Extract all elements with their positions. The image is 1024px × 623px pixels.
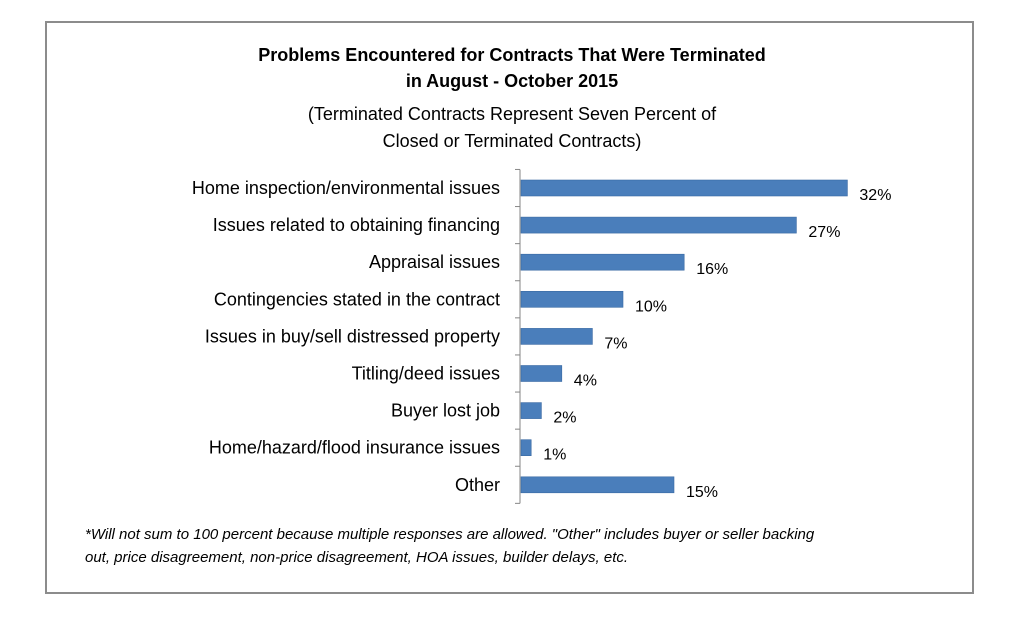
data-label: 7%: [604, 335, 627, 352]
category-label: Other: [455, 475, 500, 495]
data-label: 32%: [859, 187, 891, 204]
footnote: *Will not sum to 100 percent because mul…: [85, 526, 815, 543]
category-label: Appraisal issues: [369, 252, 500, 272]
bar: [520, 476, 675, 494]
category-label: Issues related to obtaining financing: [213, 215, 500, 235]
category-label: Buyer lost job: [391, 401, 500, 421]
category-label: Home inspection/environmental issues: [192, 178, 500, 198]
chart-title: Problems Encountered for Contracts That …: [258, 45, 766, 65]
data-label: 1%: [543, 447, 566, 464]
chart-subtitle: (Terminated Contracts Represent Seven Pe…: [307, 104, 717, 124]
category-label: Titling/deed issues: [352, 364, 500, 384]
data-label: 2%: [553, 410, 576, 427]
bar: [520, 402, 542, 419]
data-label: 27%: [808, 224, 840, 241]
category-label: Contingencies stated in the contract: [214, 289, 500, 309]
bar: [520, 365, 563, 382]
bar: [520, 290, 624, 308]
bar: [520, 179, 848, 197]
category-label: Home/hazard/flood insurance issues: [209, 438, 500, 458]
bar: [520, 216, 797, 234]
data-label: 15%: [686, 484, 718, 501]
chart-frame: [45, 21, 974, 594]
footnote-line2: out, price disagreement, non-price disag…: [85, 549, 629, 566]
chart-subtitle-line2: Closed or Terminated Contracts): [382, 131, 642, 151]
data-label: 16%: [696, 261, 728, 278]
bar: [520, 253, 685, 271]
data-label: 10%: [635, 298, 667, 315]
bar: [520, 439, 532, 457]
chart-title-line2: in August - October 2015: [405, 71, 619, 91]
data-label: 4%: [574, 373, 597, 390]
category-label: Issues in buy/sell distressed property: [205, 326, 500, 346]
bar: [520, 328, 593, 345]
